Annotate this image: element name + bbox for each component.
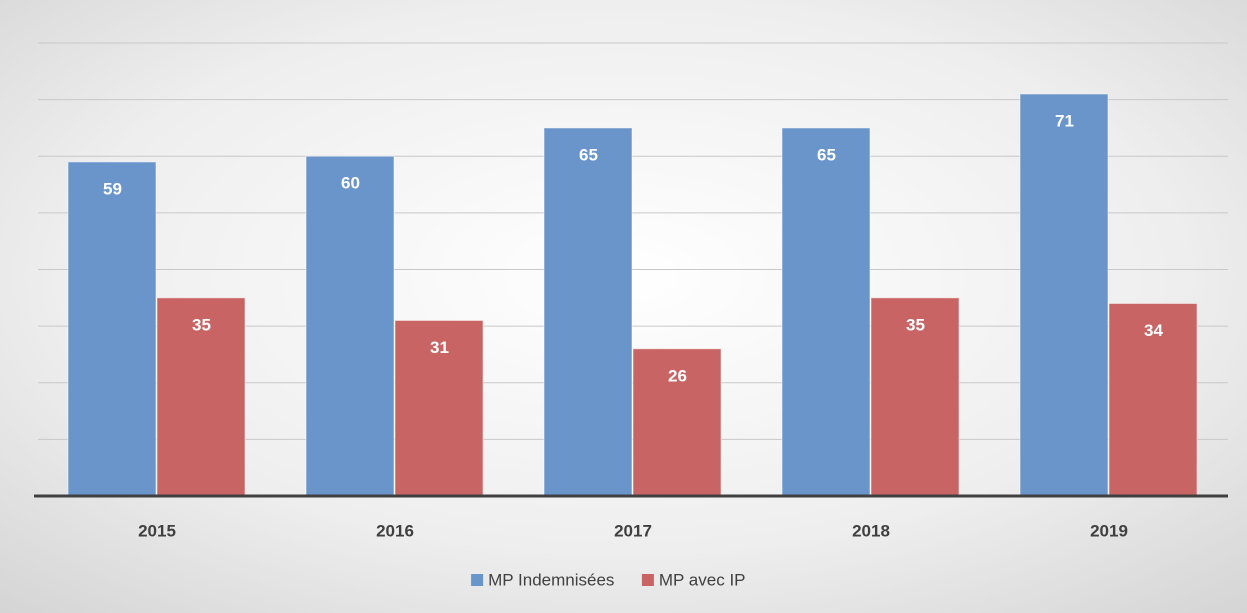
- bar: [543, 127, 633, 497]
- data-label: 35: [192, 315, 211, 334]
- x-tick-label: 2019: [1090, 521, 1128, 540]
- bar: [394, 319, 484, 497]
- legend-label: MP Indemnisées: [488, 570, 614, 589]
- bar: [870, 297, 960, 497]
- x-tick-label: 2016: [376, 521, 414, 540]
- data-label: 34: [1144, 321, 1163, 340]
- data-label: 35: [906, 315, 925, 334]
- bar: [632, 348, 722, 497]
- data-label: 31: [430, 338, 449, 357]
- legend-label: MP avec IP: [659, 570, 746, 589]
- x-tick-label: 2018: [852, 521, 890, 540]
- data-label: 59: [103, 179, 122, 198]
- legend-swatch: [641, 574, 654, 586]
- bar: [156, 297, 246, 497]
- x-tick-label: 2015: [138, 521, 176, 540]
- x-tick-label: 2017: [614, 521, 652, 540]
- bar: [781, 127, 871, 497]
- data-label: 26: [668, 366, 687, 385]
- data-label: 60: [341, 174, 360, 193]
- data-label: 71: [1055, 111, 1074, 130]
- bar: [1108, 302, 1198, 497]
- data-label: 65: [817, 145, 836, 164]
- bar: [67, 161, 157, 497]
- bar: [1019, 93, 1109, 497]
- data-label: 65: [579, 145, 598, 164]
- legend-swatch: [471, 574, 484, 586]
- bar: [305, 155, 395, 497]
